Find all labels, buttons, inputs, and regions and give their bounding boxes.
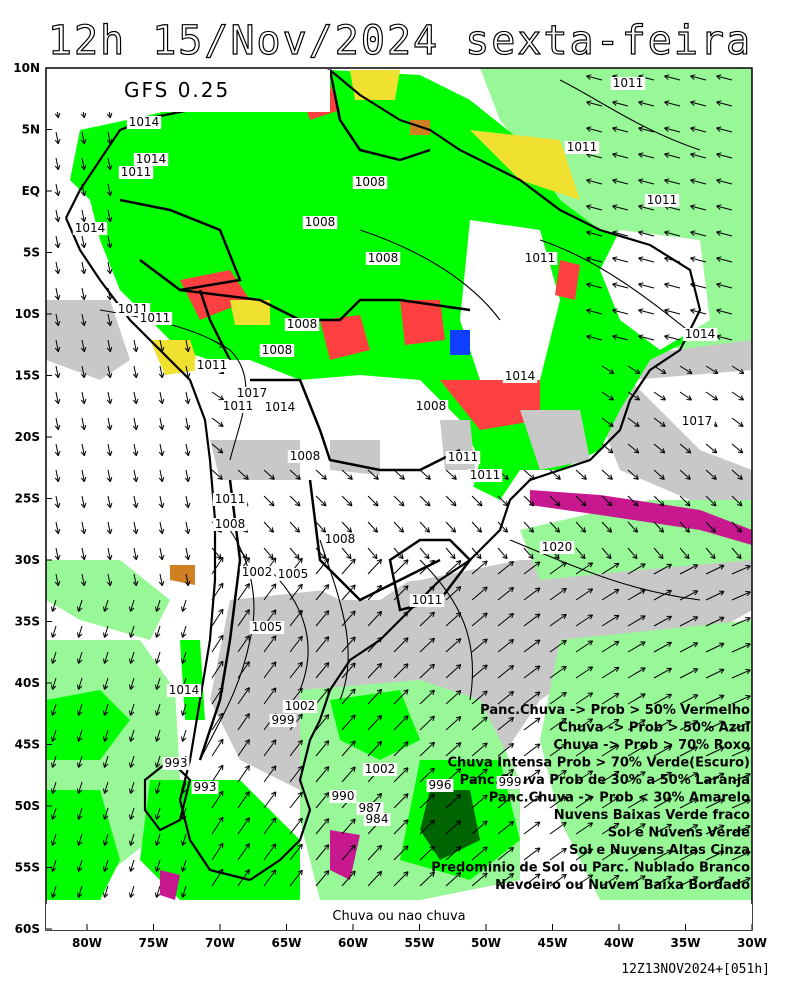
legend-entry: Chuva -> Prob > 70% Roxo	[553, 738, 750, 753]
isobar-label: 1011	[223, 399, 254, 413]
isobar-label: 1020	[542, 540, 573, 554]
lat-tick-label: 10S	[15, 307, 40, 321]
isobar-label: 1008	[368, 251, 399, 265]
isobar-label: 999	[499, 775, 522, 789]
run-stamp: 12Z13NOV2024+[051h]	[621, 962, 770, 977]
lat-tick-label: EQ	[22, 184, 40, 198]
isobar-label: 996	[429, 778, 452, 792]
lat-tick-label: 20S	[15, 430, 40, 444]
isobar-label: 1014	[265, 400, 296, 414]
legend-entry: Panc.Chuva -> Prob > 50% Vermelho	[480, 703, 750, 718]
isobar-label: 1011	[448, 450, 479, 464]
isobar-label: 1002	[365, 762, 396, 776]
isobar-label: 1011	[567, 140, 598, 154]
lon-tick-label: 35W	[671, 936, 701, 950]
isobar-label: 1017	[237, 386, 268, 400]
legend-entry: Sol e Nuvens Altas Cinza	[569, 843, 750, 858]
isobar-label: 1017	[682, 414, 713, 428]
lon-tick-label: 75W	[139, 936, 169, 950]
isobar-label: 999	[272, 713, 295, 727]
model-label: GFS 0.25	[124, 78, 231, 102]
legend-entry: Predominio de Sol ou Parc. Nublado Branc…	[431, 861, 750, 876]
lon-tick-label: 45W	[538, 936, 568, 950]
isobar-label: 993	[165, 756, 188, 770]
map-title: 12h 15/Nov/2024 sexta-feira	[47, 17, 753, 64]
lat-tick-label: 50S	[15, 799, 40, 813]
lon-tick-label: 60W	[338, 936, 368, 950]
lat-tick-label: 25S	[15, 492, 40, 506]
isobar-label: 1008	[287, 317, 318, 331]
bottom-strip	[46, 904, 752, 930]
lat-tick-label: 15S	[15, 369, 40, 383]
legend-entry: Nevoeiro ou Nuvem Baixa Bordado	[495, 878, 750, 893]
lon-tick-label: 50W	[471, 936, 501, 950]
lat-tick-label: 35S	[15, 615, 40, 629]
lat-tick-label: 55S	[15, 861, 40, 875]
lat-tick-label: 45S	[15, 738, 40, 752]
latitude-ticks: 10N 5N EQ 5S 10S 15S 20S 25S 30S 35S 40S 45S 50S 55S 6…	[13, 61, 52, 936]
isobar-label: 1008	[215, 517, 246, 531]
isobar-label: 987	[359, 801, 382, 815]
lon-tick-label: 65W	[272, 936, 302, 950]
isobar-label: 1011	[121, 165, 152, 179]
isobar-label: 1014	[129, 115, 160, 129]
legend-entry: Panc.Chuva -> Prob < 30% Amarelo	[489, 791, 750, 806]
isobar-label: 1002	[285, 699, 316, 713]
lat-tick-label: 60S	[15, 922, 40, 936]
isobar-label: 984	[366, 812, 389, 826]
lon-tick-label: 40W	[604, 936, 634, 950]
country-borders	[119, 69, 472, 761]
lon-tick-label: 30W	[737, 936, 767, 950]
model-label-box	[48, 70, 330, 112]
lon-tick-label: 80W	[72, 936, 102, 950]
lat-tick-label: 5N	[22, 123, 40, 137]
lat-tick-label: 40S	[15, 676, 40, 690]
isobar-label: 1002	[242, 565, 273, 579]
isobar-label: 1014	[136, 152, 167, 166]
isobar-label: 1011	[197, 358, 228, 372]
isobar-label: 1008	[305, 215, 336, 229]
isobar-label: 1005	[278, 567, 309, 581]
bottom-label: Chuva ou nao chuva	[332, 909, 466, 924]
isobar-label: 1014	[685, 327, 716, 341]
lat-tick-label: 5S	[23, 246, 40, 260]
isobar-label: 1008	[325, 532, 356, 546]
isobar-label: 993	[194, 780, 217, 794]
legend-entry: Chuva Intensa Prob > 70% Verde(Escuro)	[447, 756, 750, 771]
isobar-label: 1014	[169, 683, 200, 697]
isobar-label: 1011	[215, 492, 246, 506]
isobar-label: 1008	[290, 449, 321, 463]
isobar-label: 990	[332, 789, 355, 803]
isobar-label: 1014	[75, 221, 106, 235]
isobar-label: 1011	[412, 593, 443, 607]
legend: Panc.Chuva -> Prob > 50% Vermelho Chuva -…	[431, 703, 750, 893]
lat-tick-label: 10N	[13, 61, 40, 75]
isobar-label: 1011	[525, 251, 556, 265]
isobar-label: 1011	[140, 311, 171, 325]
lon-tick-label: 55W	[405, 936, 435, 950]
isobar-label: 1011	[647, 193, 678, 207]
isobar-label: 1014	[505, 369, 536, 383]
legend-entry: Panc.Chuva Prob de 30% a 50% Laranja	[460, 773, 750, 788]
legend-entry: Chuva -> Prob > 50% Azul	[558, 721, 750, 736]
legend-entry: Sol e Nuvens Verde	[608, 826, 750, 841]
legend-entry: Nuvens Baixas Verde fraco	[554, 808, 750, 823]
isobar-label: 1011	[470, 468, 501, 482]
isobar-label: 1011	[613, 76, 644, 90]
isobar-label: 1008	[262, 343, 293, 357]
isobar-label: 1008	[355, 175, 386, 189]
lon-tick-label: 70W	[205, 936, 235, 950]
longitude-ticks: 80W 75W 70W 65W 60W 55W 50W 45W 40W 35W 30W	[72, 924, 767, 950]
lat-tick-label: 30S	[15, 553, 40, 567]
isobar-label: 1008	[416, 399, 447, 413]
isobar-label: 1005	[252, 620, 283, 634]
